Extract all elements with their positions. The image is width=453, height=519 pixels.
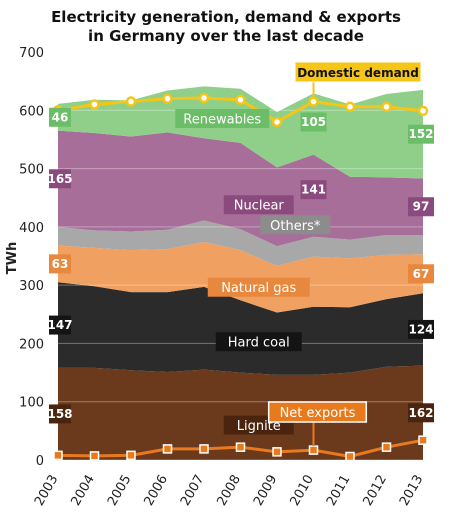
marker-domestic-demand-2005 (125, 96, 137, 107)
area-renewables (58, 86, 423, 179)
y-tick-400: 400 (19, 221, 44, 236)
series-labels: Lignite 158 162 Hard coal 147 124 Natural gas 6… (47, 61, 434, 447)
marker-net-exports-2003 (53, 450, 63, 461)
end-box-lignite (408, 403, 434, 423)
start-value-natural-gas: 63 (52, 257, 69, 271)
label-box-nuclear (223, 195, 294, 215)
y-tick-700: 700 (19, 46, 44, 61)
marker-domestic-demand-2008 (235, 94, 246, 106)
marker-domestic-demand-2007 (198, 92, 210, 104)
end-box-natural-gas (408, 264, 434, 284)
marker-net-exports-2004 (89, 451, 100, 461)
end-value-renewables: 152 (408, 127, 433, 141)
start-box-natural-gas (49, 254, 71, 274)
area-natural-gas (58, 242, 423, 313)
y-tick-100: 100 (19, 396, 44, 411)
end-value-nuclear: 97 (413, 200, 430, 214)
marker-net-exports-2013 (418, 435, 428, 445)
area-lignite (58, 365, 423, 460)
y-tick-500: 500 (19, 163, 44, 178)
marker-net-exports-2011 (345, 451, 355, 462)
mid-value-renewables: 105 (301, 115, 326, 129)
y-tick-600: 600 (19, 104, 44, 119)
label-box-others (260, 215, 331, 235)
label-natural-gas: Natural gas (221, 281, 296, 296)
x-tick-2004: 2004 (68, 473, 98, 509)
start-box-hard-coal (49, 315, 71, 335)
y-tick-200: 200 (19, 337, 44, 352)
end-value-natural-gas: 67 (413, 267, 430, 281)
mid-box-nuclear (300, 180, 327, 200)
label-lignite: Lignite (237, 419, 281, 434)
end-box-hard-coal (408, 319, 434, 339)
x-tick-2009: 2009 (251, 473, 281, 509)
area-others (58, 220, 423, 266)
area-nuclear (58, 130, 423, 247)
end-value-hard-coal: 124 (408, 322, 433, 336)
marker-net-exports-2008 (235, 442, 246, 452)
y-axis-label: TWh (5, 242, 20, 274)
start-box-renewables (49, 107, 71, 127)
marker-domestic-demand-2010 (308, 96, 319, 107)
start-value-hard-coal: 147 (47, 318, 72, 332)
chart-title-line-2: in Germany over the last decade (88, 27, 364, 45)
x-tick-2010: 2010 (287, 473, 317, 509)
x-tick-2005: 2005 (105, 473, 135, 509)
stacked-areas (58, 86, 423, 460)
marker-domestic-demand-2011 (344, 101, 356, 113)
start-box-lignite (49, 404, 71, 424)
marker-domestic-demand-2006 (162, 93, 173, 104)
start-value-nuclear: 165 (47, 172, 72, 186)
x-tick-2011: 2011 (324, 473, 354, 509)
marker-net-exports-2010 (308, 445, 319, 455)
y-axis-ticks: 0 100 200 300 400 500 600 700 (19, 46, 44, 469)
label-others: Others* (270, 219, 321, 234)
marker-net-exports-2006 (162, 444, 173, 454)
x-tick-2012: 2012 (360, 473, 390, 509)
end-value-lignite: 162 (408, 406, 433, 420)
marker-net-exports-2009 (272, 447, 282, 457)
marker-net-exports-2007 (199, 444, 209, 454)
label-box-net-exports (267, 401, 368, 423)
label-box-renewables (175, 108, 270, 128)
marker-net-exports-2012 (381, 442, 392, 452)
marker-domestic-demand-2012 (381, 101, 392, 113)
marker-domestic-demand-2013 (417, 105, 429, 117)
label-box-natural-gas (207, 277, 310, 297)
x-tick-2013: 2013 (397, 473, 427, 509)
x-tick-2006: 2006 (141, 473, 171, 509)
label-net-exports: Net exports (280, 406, 356, 421)
label-hard-coal: Hard coal (228, 336, 290, 351)
end-box-nuclear (408, 197, 434, 217)
label-domestic-demand: Domestic demand (297, 66, 419, 80)
marker-net-exports-2005 (126, 450, 136, 461)
end-box-renewables (408, 124, 434, 144)
y-tick-300: 300 (19, 279, 44, 294)
marker-domestic-demand-2004 (89, 99, 100, 110)
y-tick-0: 0 (36, 454, 44, 469)
start-box-nuclear (49, 169, 71, 189)
x-tick-2007: 2007 (178, 473, 208, 509)
label-box-hard-coal (215, 332, 302, 352)
marker-domestic-demand-2009 (271, 116, 283, 128)
area-hard-coal (58, 282, 423, 375)
x-tick-2008: 2008 (214, 473, 244, 509)
x-axis-ticks: 2003 2004 2005 2006 2007 2008 2009 2010 2011 2012… (32, 473, 427, 509)
label-box-domestic-demand (294, 61, 422, 83)
chart-title-line-1: Electricity generation, demand & exports (51, 8, 401, 26)
overlay-lines (52, 92, 429, 462)
label-renewables: Renewables (183, 112, 261, 127)
start-value-lignite: 158 (47, 407, 72, 421)
x-tick-2003: 2003 (32, 473, 62, 509)
mid-box-renewables (300, 112, 327, 132)
start-value-renewables: 46 (52, 110, 69, 124)
label-nuclear: Nuclear (234, 199, 285, 214)
mid-value-nuclear: 141 (301, 183, 326, 197)
